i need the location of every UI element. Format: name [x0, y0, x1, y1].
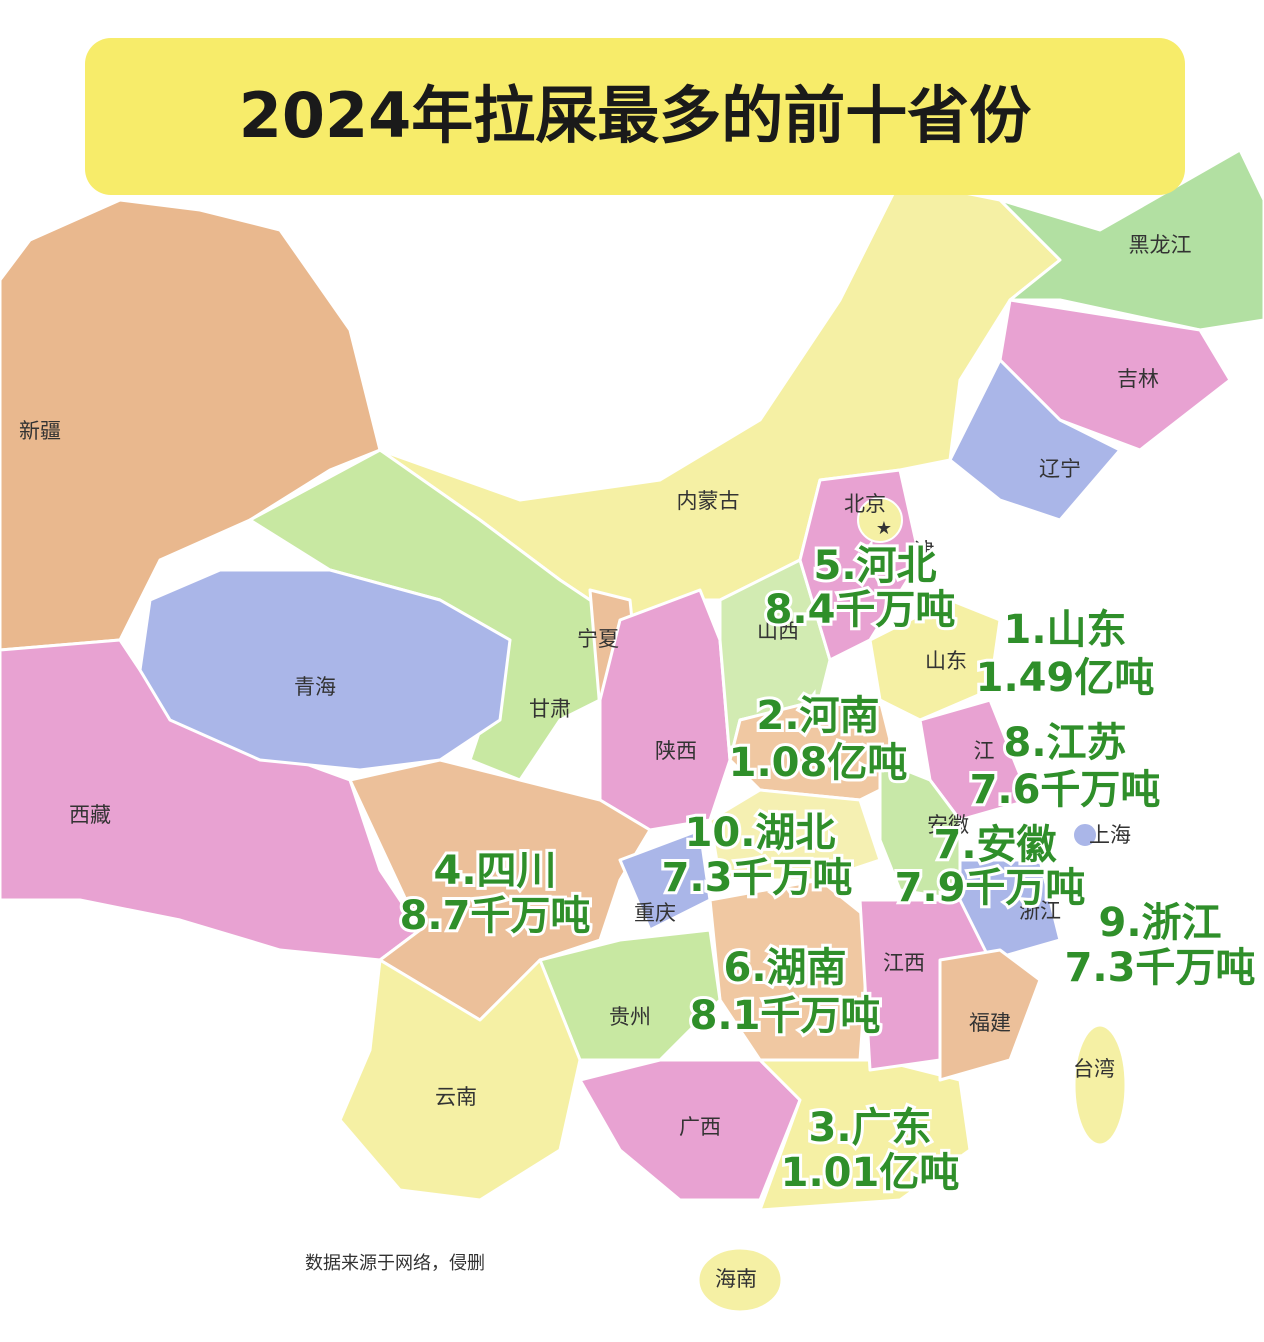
province-label: 甘肃: [529, 697, 571, 721]
rank-label: 5.河北: [813, 543, 936, 589]
taiwan: [1072, 1023, 1128, 1147]
jiangsu: [918, 698, 1032, 822]
province-label: 陕西: [655, 739, 697, 763]
province-label: 台湾: [1073, 1057, 1115, 1081]
province-label: 贵州: [609, 1005, 651, 1029]
shaanxi: [598, 588, 732, 832]
province-label: 北京: [844, 492, 886, 516]
province-label: 青海: [294, 675, 336, 699]
rank-amount: 7.3千万吨: [662, 855, 853, 901]
province-label: 津: [914, 539, 935, 563]
guangxi: [578, 1058, 802, 1202]
rank-amount: 8.7千万吨: [400, 893, 591, 939]
rank-amount: 8.1千万吨: [690, 993, 881, 1039]
province-label: 安徽: [927, 813, 969, 837]
province-label: 内蒙古: [677, 489, 740, 513]
province-label: 辽宁: [1039, 457, 1081, 481]
province-label: 广西: [679, 1115, 721, 1139]
rank-label: 1.山东: [1003, 607, 1126, 653]
province-label: 山东: [925, 649, 967, 673]
liaoning: [948, 358, 1122, 522]
title-background: [85, 38, 1185, 195]
hainan: [696, 1246, 784, 1314]
source-note: 数据来源于网络，侵删: [305, 1253, 485, 1274]
province-label: 江西: [883, 951, 925, 975]
yunnan: [338, 958, 582, 1202]
province-label: 福建: [969, 1011, 1011, 1035]
province-label: 云南: [435, 1085, 477, 1109]
province-label: 黑龙江: [1129, 233, 1192, 257]
rank-label: 2.河南: [756, 693, 879, 739]
rank-label: 8.江苏: [1003, 720, 1126, 766]
rank-amount: 7.9千万吨: [895, 865, 1086, 911]
rank-amount: 1.08亿吨: [729, 740, 908, 786]
hubei: [708, 788, 882, 882]
rank-label: 7.安徽: [933, 822, 1057, 868]
beijing: [857, 497, 903, 543]
province-label: 浙江: [1019, 899, 1061, 923]
province-label: 吉林: [1117, 367, 1159, 391]
fujian: [938, 948, 1042, 1082]
province-label: 重庆: [634, 901, 676, 925]
rank-label: 4.四川: [433, 848, 556, 894]
shanghai: [1072, 822, 1098, 848]
rank-amount: 8.4千万吨: [765, 587, 956, 633]
province-shapes: ★: [0, 148, 1264, 1314]
province-label: 海南: [715, 1267, 757, 1291]
rank-amount: 1.01亿吨: [781, 1150, 960, 1196]
title-box: 2024年拉屎最多的前十省份: [85, 38, 1185, 195]
rank-label: 6.湖南: [723, 945, 846, 991]
ranking-labels: 1.山东 1.49亿吨 2.河南 1.08亿吨 3.广东 1.01亿吨 4.四川…: [397, 540, 1259, 1199]
rank-amount: 7.3千万吨: [1065, 945, 1256, 991]
capital-star: ★: [876, 518, 892, 539]
province-label: 西藏: [69, 803, 111, 827]
province-label: 山西: [757, 619, 799, 643]
qinghai: [138, 568, 512, 772]
rank-label: 3.广东: [808, 1105, 931, 1151]
rank-amount: 1.49亿吨: [976, 655, 1155, 701]
title: 2024年拉屎最多的前十省份: [239, 79, 1032, 152]
province-label: 新疆: [19, 419, 61, 443]
province-labels: 新疆 西藏 青海 甘肃 内蒙古 宁夏 陕西 山西 北京 津 黑龙江 吉林 辽宁 …: [19, 233, 1192, 1291]
province-label: 宁夏: [577, 627, 619, 651]
province-label: 江: [974, 739, 995, 763]
province-label: 上海: [1089, 823, 1131, 847]
rank-label: 10.湖北: [685, 810, 836, 856]
rank-label: 9.浙江: [1098, 900, 1221, 946]
rank-amount: 7.6千万吨: [970, 767, 1161, 813]
